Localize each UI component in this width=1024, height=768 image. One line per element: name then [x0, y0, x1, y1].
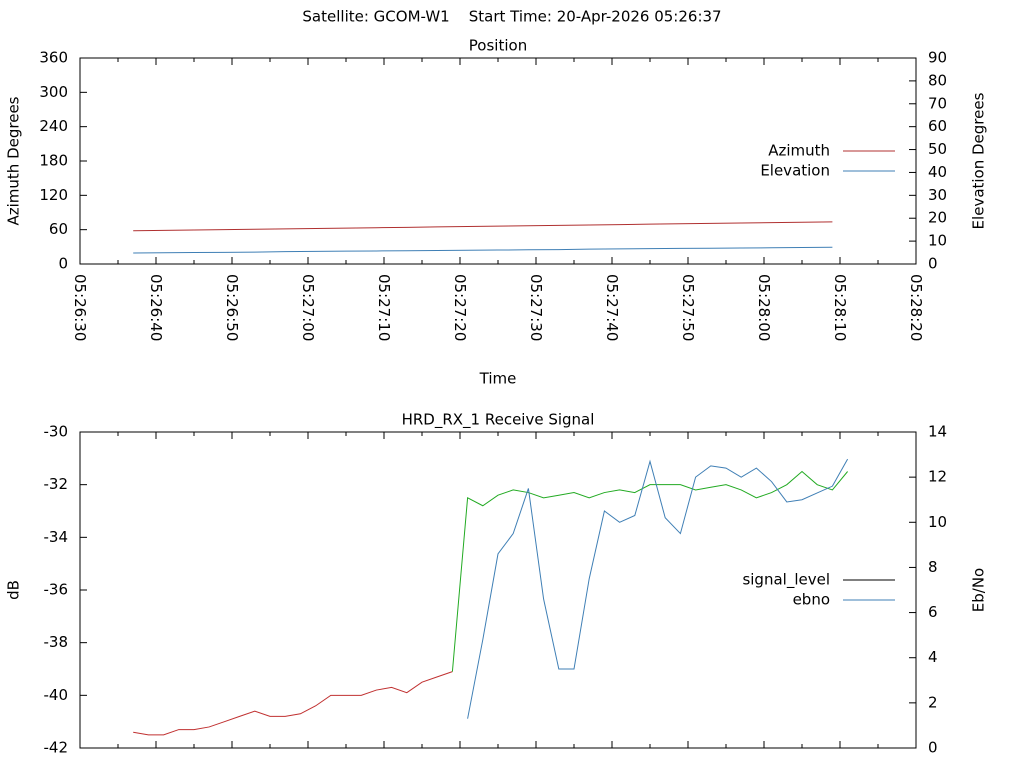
x-tick-label: 05:28:00 [755, 274, 773, 341]
y2-tick-label: 90 [928, 49, 947, 67]
legend-label: Elevation [760, 162, 830, 180]
x-tick-label: 05:27:50 [679, 274, 697, 341]
y-axis-label: dB [5, 580, 23, 600]
legend-label: signal_level [742, 571, 830, 590]
y2-tick-label: 30 [928, 186, 947, 204]
y2-tick-label: 6 [928, 603, 938, 621]
y2-tick-label: 4 [928, 648, 938, 666]
y-tick-label: 360 [39, 49, 68, 67]
x-tick-label: 05:27:20 [451, 274, 469, 341]
y2-tick-label: 40 [928, 163, 947, 181]
series-line [133, 246, 833, 254]
y2-tick-label: 10 [928, 232, 947, 250]
x-tick-label: 05:26:40 [147, 274, 165, 341]
chart-title: Position [469, 37, 527, 55]
chart-title: HRD_RX_1 Receive Signal [402, 411, 595, 430]
y2-tick-label: 0 [928, 739, 938, 757]
y-tick-label: -34 [44, 528, 69, 546]
y2-tick-label: 12 [928, 468, 947, 486]
y2-tick-label: 8 [928, 558, 938, 576]
y-tick-label: -32 [44, 475, 69, 493]
legend-label: Azimuth [768, 142, 830, 160]
y2-tick-label: 2 [928, 693, 938, 711]
x-tick-label: 05:27:30 [527, 274, 545, 341]
y2-tick-label: 60 [928, 117, 947, 135]
legend-label: ebno [793, 591, 830, 609]
y-tick-label: 180 [39, 152, 68, 170]
series-line [133, 671, 453, 736]
page-title: Satellite: GCOM-W1 Start Time: 20-Apr-20… [302, 8, 721, 26]
y-axis-label: Azimuth Degrees [5, 96, 23, 225]
y-tick-label: -36 [44, 581, 69, 599]
y-tick-label: -38 [44, 633, 69, 651]
y-tick-label: -42 [44, 739, 69, 757]
y-tick-label: 240 [39, 117, 68, 135]
series-line [451, 470, 848, 672]
plot-frame [79, 431, 917, 749]
x-tick-label: 05:27:10 [375, 274, 393, 341]
y-tick-label: 120 [39, 186, 68, 204]
y2-axis-label: Eb/No [970, 568, 988, 612]
y2-tick-label: 70 [928, 94, 947, 112]
y-tick-label: 0 [58, 255, 68, 273]
x-tick-label: 05:27:00 [299, 274, 317, 341]
y2-axis-label: Elevation Degrees [970, 92, 988, 229]
y2-tick-label: 80 [928, 71, 947, 89]
x-tick-label: 05:28:20 [907, 274, 925, 341]
y-tick-label: 300 [39, 83, 68, 101]
y2-tick-label: 14 [928, 423, 947, 441]
y2-tick-label: 20 [928, 209, 947, 227]
y-tick-label: 60 [49, 220, 68, 238]
series-line [467, 458, 849, 719]
x-tick-label: 05:26:50 [223, 274, 241, 341]
y2-tick-label: 0 [928, 255, 938, 273]
x-tick-label: 05:28:10 [831, 274, 849, 341]
y-tick-label: -40 [44, 686, 69, 704]
y-tick-label: -30 [44, 423, 69, 441]
x-tick-label: 05:26:30 [71, 274, 89, 341]
y2-tick-label: 10 [928, 513, 947, 531]
x-axis-label: Time [479, 370, 517, 388]
x-tick-label: 05:27:40 [603, 274, 621, 341]
y2-tick-label: 50 [928, 140, 947, 158]
series-line [133, 221, 833, 232]
